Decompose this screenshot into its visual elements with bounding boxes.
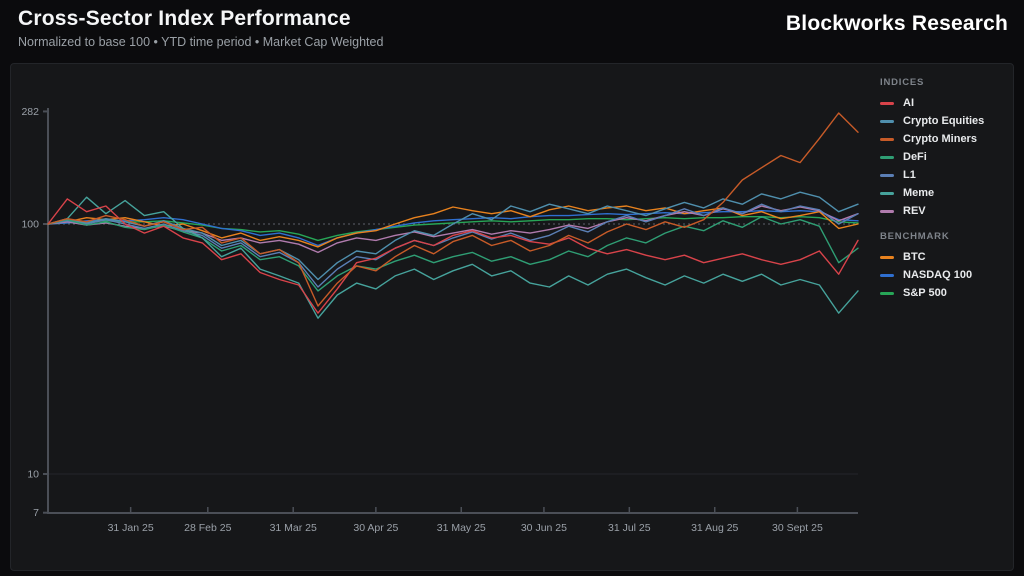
legend-item-label: AI bbox=[903, 97, 914, 109]
legend-item-meme[interactable]: Meme bbox=[880, 187, 1008, 199]
legend-swatch-icon bbox=[880, 209, 894, 213]
legend-group-indices: INDICES AI Crypto Equities Crypto Miners De… bbox=[880, 77, 1008, 217]
legend-item-label: REV bbox=[903, 205, 926, 217]
line-ai bbox=[47, 198, 859, 314]
legend-swatch-icon bbox=[880, 155, 894, 159]
line-meme bbox=[47, 196, 859, 319]
legend-item-label: Crypto Equities bbox=[903, 115, 985, 127]
legend-item-defi[interactable]: DeFi bbox=[880, 151, 1008, 163]
page-header: Cross-Sector Index Performance Normalize… bbox=[0, 0, 1024, 62]
chart-panel: 282 100 10 7 31 Jan 25 28 Feb 25 31 Mar 25 30 A… bbox=[10, 63, 1014, 571]
line-defi bbox=[47, 215, 859, 292]
legend-item-s-p-500[interactable]: S&P 500 bbox=[880, 287, 1008, 299]
x-tick-label: 31 Aug 25 bbox=[691, 522, 738, 534]
legend-swatch-icon bbox=[880, 255, 894, 259]
legend-item-nasdaq-100[interactable]: NASDAQ 100 bbox=[880, 269, 1008, 281]
chart-area: 282 100 10 7 31 Jan 25 28 Feb 25 31 Mar 25 30 A… bbox=[11, 64, 879, 568]
legend-header-benchmark: BENCHMARK bbox=[880, 231, 950, 242]
legend-item-l1[interactable]: L1 bbox=[880, 169, 1008, 181]
performance-chart: 282 100 10 7 31 Jan 25 28 Feb 25 31 Mar 25 30 A… bbox=[21, 106, 859, 534]
legend-items-benchmark: BTC NASDAQ 100 S&P 500 bbox=[880, 251, 1008, 299]
legend-item-label: Crypto Miners bbox=[903, 133, 977, 145]
legend-header-indices: INDICES bbox=[880, 77, 925, 88]
y-tick-label: 10 bbox=[27, 469, 39, 481]
brand-logo: Blockworks Research bbox=[785, 12, 1008, 35]
chart-legend: INDICES AI Crypto Equities Crypto Miners De… bbox=[880, 77, 1008, 313]
legend-swatch-icon bbox=[880, 291, 894, 295]
legend-item-label: L1 bbox=[903, 169, 916, 181]
legend-item-label: DeFi bbox=[903, 151, 927, 163]
x-tick-label: 30 Sept 25 bbox=[772, 522, 823, 534]
legend-item-crypto-miners[interactable]: Crypto Miners bbox=[880, 133, 1008, 145]
legend-swatch-icon bbox=[880, 173, 894, 177]
x-tick-label: 31 Jul 25 bbox=[608, 522, 651, 534]
y-tick-label: 7 bbox=[33, 507, 39, 519]
legend-item-crypto-equities[interactable]: Crypto Equities bbox=[880, 115, 1008, 127]
legend-item-label: S&P 500 bbox=[903, 287, 947, 299]
line-s-p-500 bbox=[47, 215, 859, 242]
page-subtitle: Normalized to base 100 • YTD time period… bbox=[18, 35, 384, 49]
legend-swatch-icon bbox=[880, 101, 894, 105]
line-nasdaq-100 bbox=[47, 209, 859, 247]
legend-item-btc[interactable]: BTC bbox=[880, 251, 1008, 263]
legend-items-indices: AI Crypto Equities Crypto Miners DeFi L1 Meme… bbox=[880, 97, 1008, 217]
x-tick-label: 31 May 25 bbox=[437, 522, 486, 534]
legend-item-label: Meme bbox=[903, 187, 935, 199]
x-tick-label: 28 Feb 25 bbox=[184, 522, 231, 534]
line-l1 bbox=[47, 203, 859, 288]
legend-swatch-icon bbox=[880, 191, 894, 195]
legend-item-label: NASDAQ 100 bbox=[903, 269, 973, 281]
x-tick-label: 30 Jun 25 bbox=[521, 522, 567, 534]
legend-swatch-icon bbox=[880, 119, 894, 123]
legend-swatch-icon bbox=[880, 273, 894, 277]
y-tick-label: 100 bbox=[21, 219, 39, 231]
x-tick-label: 31 Jan 25 bbox=[108, 522, 154, 534]
legend-item-label: BTC bbox=[903, 251, 926, 263]
y-tick-label: 282 bbox=[21, 106, 39, 118]
x-tick-label: 31 Mar 25 bbox=[270, 522, 317, 534]
line-crypto-miners bbox=[47, 112, 859, 307]
legend-group-benchmark: BENCHMARK BTC NASDAQ 100 S&P 500 bbox=[880, 231, 1008, 299]
x-tick-label: 30 Apr 25 bbox=[353, 522, 398, 534]
legend-item-rev[interactable]: REV bbox=[880, 205, 1008, 217]
legend-swatch-icon bbox=[880, 137, 894, 141]
legend-item-ai[interactable]: AI bbox=[880, 97, 1008, 109]
page-title: Cross-Sector Index Performance bbox=[18, 7, 351, 30]
